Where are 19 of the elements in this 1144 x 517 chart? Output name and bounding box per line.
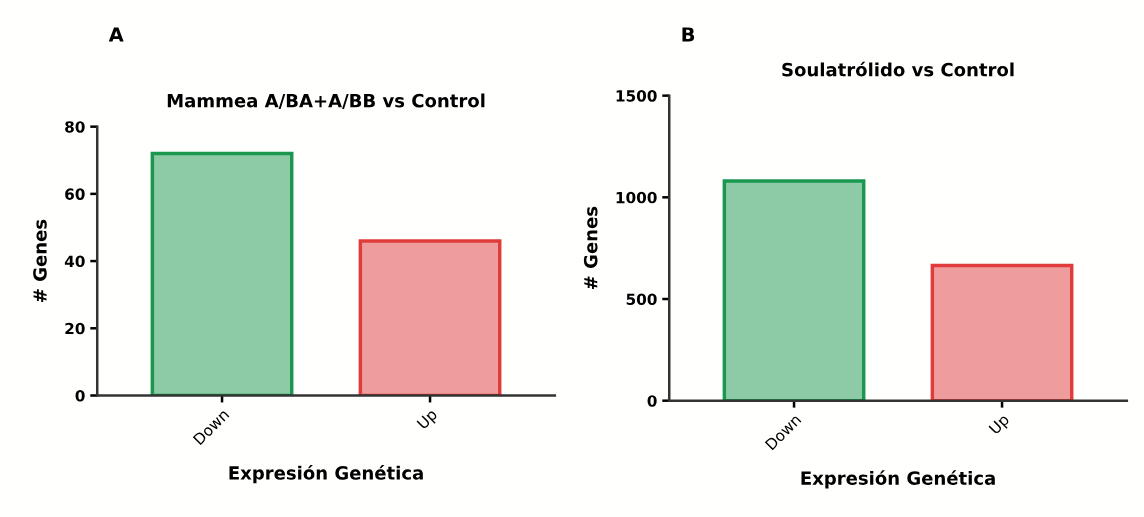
x-tick-label: Up (988, 413, 1012, 437)
x-axis-title: Expresión Genética (801, 470, 995, 489)
text: A (108, 27, 124, 42)
y-tick-label: 1500 (616, 90, 657, 102)
chart-title: Mammea A/BA+A/BB vs Control (167, 93, 485, 109)
y-tick-label: 80 (65, 121, 85, 133)
y-axis-title: # Genes (583, 206, 598, 290)
y-tick-label: 500 (626, 293, 657, 306)
chart-title: Soulatrólido vs Control (782, 61, 1014, 77)
y-axis-title: # Genes (33, 219, 47, 303)
y-tick-label: 0 (75, 389, 85, 402)
x-axis-title: Expresión Genética (229, 465, 423, 484)
y-tick-label: 40 (64, 255, 85, 268)
y-tick-label: 20 (65, 322, 85, 335)
x-tick-label: Up (416, 408, 440, 432)
y-tick-label: 1000 (616, 191, 657, 204)
text: B (682, 27, 695, 42)
y-tick-label: 60 (65, 188, 85, 200)
y-tick-label: 0 (647, 395, 657, 407)
